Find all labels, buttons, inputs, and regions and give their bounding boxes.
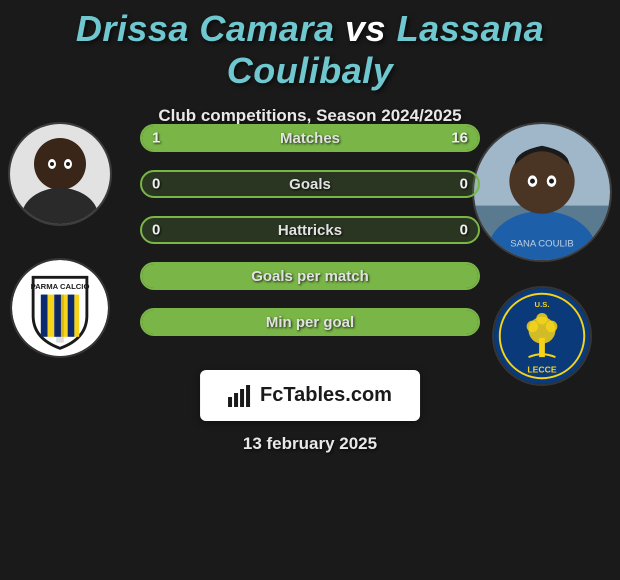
stat-value-right: 16 [451,130,468,147]
player2-avatar-art: SANA COULIB [474,124,610,260]
stat-value-left: 0 [152,176,160,193]
player2-club-crest: U.S. LECCE [492,286,592,386]
stat-label: Matches [280,130,340,147]
stat-label: Goals per match [251,268,369,285]
svg-text:U.S.: U.S. [535,300,550,309]
stat-row: 0 0 Hattricks [140,216,480,244]
parma-crest-art: PARMA CALCIO [12,260,108,356]
brand-text: FcTables.com [260,384,392,407]
lecce-crest-art: U.S. LECCE [494,288,590,384]
stat-label: Min per goal [266,314,354,331]
brand-bars-icon [228,385,254,407]
svg-text:LECCE: LECCE [527,364,556,374]
stat-row: Min per goal [140,308,480,336]
stat-row: Goals per match [140,262,480,290]
stats-panel: 1 16 Matches 0 0 Goals 0 0 Hattricks Goals per ma… [140,124,480,354]
stat-row: 1 16 Matches [140,124,480,152]
player1-club-crest: PARMA CALCIO [10,258,110,358]
stat-label: Hattricks [278,222,342,239]
player1-avatar-art [10,124,110,224]
stat-value-left: 1 [152,130,160,147]
right-player-column: SANA COULIB U.S. LECCE [472,122,612,386]
stat-row: 0 0 Goals [140,170,480,198]
player2-avatar: SANA COULIB [472,122,612,262]
stat-value-right: 0 [460,176,468,193]
date-text: 13 february 2025 [0,434,620,454]
vs-word: vs [345,8,386,49]
stat-value-right: 0 [460,222,468,239]
svg-text:SANA COULIB: SANA COULIB [510,238,573,249]
stat-value-left: 0 [152,222,160,239]
brand-badge: FcTables.com [200,370,420,421]
left-player-column: PARMA CALCIO [8,122,112,358]
player1-avatar [8,122,112,226]
comparison-title: Drissa Camara vs Lassana Coulibaly [0,0,620,92]
player1-name: Drissa Camara [76,8,335,49]
svg-text:PARMA CALCIO: PARMA CALCIO [31,282,90,291]
stat-label: Goals [289,176,331,193]
